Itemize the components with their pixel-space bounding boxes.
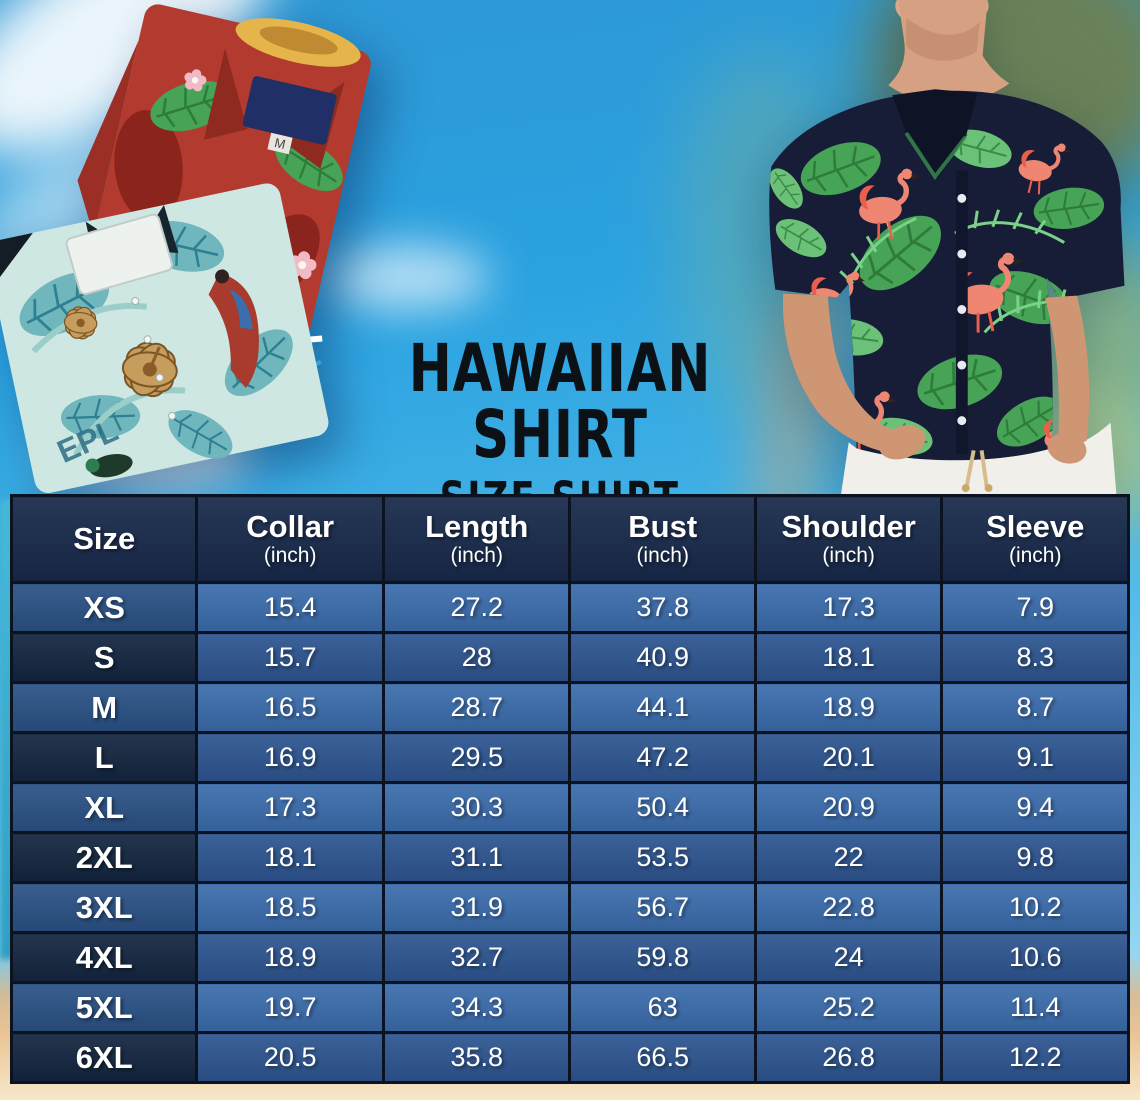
value-cell: 27.2	[381, 581, 572, 634]
value-cell: 10.6	[940, 931, 1130, 984]
hibiscus-flower	[63, 306, 98, 340]
value-cell: 12.2	[940, 1031, 1130, 1084]
size-cell: S	[9, 631, 199, 684]
value-cell: 40.9	[568, 631, 757, 684]
size-cell: 2XL	[9, 831, 199, 884]
size-table-body: XS 15.4 27.2 37.8 17.3 7.9 S 15.7 28 40.9 18.1 8.3 M…	[9, 581, 1130, 1084]
size-cell: M	[9, 681, 199, 734]
table-row-3xl: 3XL 18.5 31.9 56.7 22.8 10.2	[9, 881, 1130, 934]
value-cell: 32.7	[381, 931, 572, 984]
table-row-s: S 15.7 28 40.9 18.1 8.3	[9, 631, 1130, 684]
value-cell: 20.9	[753, 781, 944, 834]
model-arms	[782, 293, 1090, 464]
value-cell: 66.5	[568, 1031, 757, 1084]
size-cell: 3XL	[9, 881, 199, 934]
size-tag-letter: M	[273, 135, 287, 152]
value-cell: 24	[753, 931, 944, 984]
column-header-length: Length (inch)	[381, 494, 572, 584]
page-title: HAWAIIAN SHIRT	[408, 330, 712, 473]
value-cell: 31.1	[381, 831, 572, 884]
model-neck	[888, 0, 1010, 105]
value-cell: 50.4	[568, 781, 757, 834]
value-cell: 18.1	[195, 831, 385, 884]
value-cell: 22	[753, 831, 944, 884]
drawstring	[964, 449, 989, 487]
value-cell: 7.9	[940, 581, 1130, 634]
value-cell: 17.3	[753, 581, 944, 634]
value-cell: 35.8	[381, 1031, 572, 1084]
red-shirt-collar	[203, 48, 248, 140]
value-cell: 18.1	[753, 631, 944, 684]
value-cell: 26.8	[753, 1031, 944, 1084]
size-cell: XS	[9, 581, 199, 634]
model-pants	[840, 422, 1117, 496]
table-row-m: M 16.5 28.7 44.1 18.9 8.7	[9, 681, 1130, 734]
value-cell: 17.3	[195, 781, 385, 834]
value-cell: 53.5	[568, 831, 757, 884]
column-header-bust: Bust (inch)	[568, 494, 757, 584]
table-row-l: L 16.9 29.5 47.2 20.1 9.1	[9, 731, 1130, 784]
value-cell: 59.8	[568, 931, 757, 984]
value-cell: 63	[568, 981, 757, 1034]
size-cell: XL	[9, 781, 199, 834]
table-row-5xl: 5XL 19.7 34.3 63 25.2 11.4	[9, 981, 1130, 1034]
value-cell: 20.5	[195, 1031, 385, 1084]
size-table-header: Size Collar (inch) Length (inch) Bust (i…	[9, 494, 1130, 584]
value-cell: 44.1	[568, 681, 757, 734]
poster-title: HAWAIIAN SHIRT SIZE SHIRT	[346, 330, 773, 522]
table-row-6xl: 6XL 20.5 35.8 66.5 26.8 12.2	[9, 1031, 1130, 1084]
shirt-pocket	[65, 213, 173, 296]
table-row-xl: XL 17.3 30.3 50.4 20.9 9.4	[9, 781, 1130, 834]
value-cell: 47.2	[568, 731, 757, 784]
shirt-collar	[892, 89, 978, 179]
size-table: Size Collar (inch) Length (inch) Bust (i…	[9, 494, 1130, 1084]
value-cell: 16.9	[195, 731, 385, 784]
value-cell: 20.1	[753, 731, 944, 784]
column-header-collar: Collar (inch)	[195, 494, 385, 584]
red-shirt-collar-patch	[242, 76, 337, 145]
value-cell: 19.7	[195, 981, 385, 1034]
value-cell: 29.5	[381, 731, 572, 784]
model-illustration	[769, 0, 1125, 496]
table-row-2xl: 2XL 18.1 31.1 53.5 22 9.8	[9, 831, 1130, 884]
size-tag	[267, 132, 293, 155]
size-cell: 6XL	[9, 1031, 199, 1084]
table-row-4xl: 4XL 18.9 32.7 59.8 24 10.6	[9, 931, 1130, 984]
value-cell: 28	[381, 631, 572, 684]
table-row-xs: XS 15.4 27.2 37.8 17.3 7.9	[9, 581, 1130, 634]
value-cell: 18.9	[195, 931, 385, 984]
value-cell: 10.2	[940, 881, 1130, 934]
value-cell: 15.4	[195, 581, 385, 634]
value-cell: 31.9	[381, 881, 572, 934]
value-cell: 30.3	[381, 781, 572, 834]
size-cell: 4XL	[9, 931, 199, 984]
value-cell: 34.3	[381, 981, 572, 1034]
folded-shirts-illustration: M	[0, 4, 371, 493]
value-cell: 9.1	[940, 731, 1130, 784]
value-cell: 9.8	[940, 831, 1130, 884]
value-cell: 25.2	[753, 981, 944, 1034]
value-cell: 22.8	[753, 881, 944, 934]
size-cell: 5XL	[9, 981, 199, 1034]
value-cell: 28.7	[381, 681, 572, 734]
value-cell: 37.8	[568, 581, 757, 634]
column-header-sleeve: Sleeve (inch)	[940, 494, 1130, 584]
value-cell: 8.3	[940, 631, 1130, 684]
parrot	[208, 269, 259, 388]
value-cell: 18.5	[195, 881, 385, 934]
size-cell: L	[9, 731, 199, 784]
teal-folded-shirt: EPL	[0, 183, 329, 493]
bird-print	[89, 453, 133, 478]
value-cell: 9.4	[940, 781, 1130, 834]
value-cell: 56.7	[568, 881, 757, 934]
cloud-blur	[320, 245, 490, 310]
column-header-shoulder: Shoulder (inch)	[753, 494, 944, 584]
column-header-size: Size	[9, 494, 199, 584]
value-cell: 11.4	[940, 981, 1130, 1034]
value-cell: 8.7	[940, 681, 1130, 734]
value-cell: 18.9	[753, 681, 944, 734]
value-cell: 16.5	[195, 681, 385, 734]
value-cell: 15.7	[195, 631, 385, 684]
